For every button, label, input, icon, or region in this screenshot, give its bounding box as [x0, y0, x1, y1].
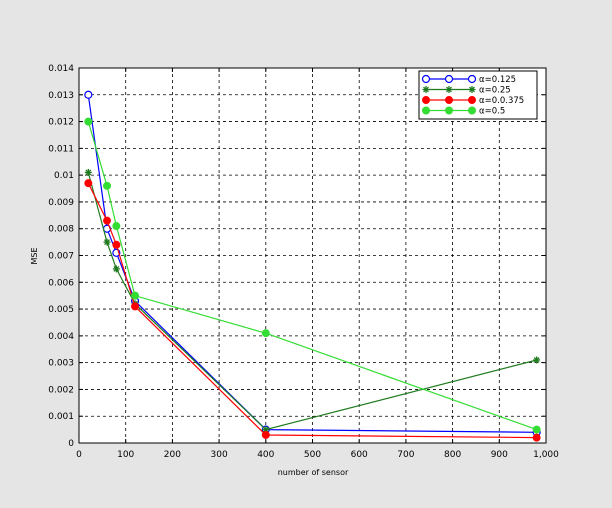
- legend-marker: [468, 106, 476, 115]
- series-4-point: [131, 291, 140, 300]
- x-tick-label: 500: [304, 450, 321, 460]
- y-tick-label: 0.003: [48, 359, 74, 369]
- y-tick-label: 0.014: [48, 64, 74, 74]
- y-tick-label: 0.002: [48, 385, 74, 395]
- legend-marker: [467, 74, 477, 84]
- x-tick-label: 200: [164, 450, 181, 460]
- legend-entry-2: α=0.25: [422, 86, 511, 96]
- y-tick-label: 0.007: [48, 252, 74, 262]
- series-3-line: [87, 182, 537, 439]
- legend-marker: [468, 86, 476, 93]
- legend-label: α=0.25: [479, 86, 511, 96]
- y-tick-label: 0.013: [48, 91, 74, 101]
- axes: 0 100 200 300 400 500 600 700 800 900 1,000 0 0.001 0…: [48, 64, 559, 460]
- x-tick-label: 1,000: [533, 450, 559, 460]
- series-2-point: [533, 356, 541, 364]
- grid: [79, 68, 546, 443]
- legend-marker: [422, 106, 430, 115]
- x-tick-label: 600: [351, 450, 368, 460]
- legend-label: α=0.5: [479, 107, 505, 117]
- y-tick-label: 0.01: [54, 171, 74, 181]
- series-4: [84, 117, 541, 434]
- series-4-point: [84, 117, 93, 126]
- series-2-point: [112, 265, 120, 273]
- series-4-line: [87, 121, 537, 431]
- series-1-point: [84, 90, 93, 99]
- y-tick-label: 0.004: [48, 332, 74, 342]
- series-2-point: [84, 168, 92, 176]
- series-4-point: [103, 181, 112, 190]
- series-3-point: [532, 433, 541, 442]
- y-tick-label: 0.005: [48, 305, 74, 315]
- series-3-point: [261, 430, 270, 439]
- legend-marker: [422, 86, 430, 93]
- legend-marker: [421, 74, 431, 84]
- y-tick-label: 0: [68, 439, 74, 449]
- legend-marker: [445, 96, 453, 104]
- legend-marker: [444, 74, 454, 84]
- legend-label: α=0.0.375: [479, 96, 524, 106]
- series-2-point: [103, 238, 111, 246]
- x-tick-label: 400: [257, 450, 274, 460]
- series-3-point: [84, 179, 93, 188]
- series-layer: [84, 90, 541, 442]
- legend-entry-4: α=0.5: [422, 106, 505, 117]
- x-tick-label: 900: [491, 450, 508, 460]
- x-tick-label: 800: [444, 450, 461, 460]
- y-tick-label: 0.011: [48, 144, 74, 154]
- legend-marker: [422, 96, 430, 104]
- series-4-point: [532, 425, 541, 434]
- series-3: [84, 179, 541, 442]
- x-tick-label: 100: [117, 450, 134, 460]
- series-2-line: [87, 172, 537, 431]
- legend-entry-1: α=0.125: [421, 74, 516, 85]
- legend-marker: [445, 106, 453, 115]
- y-tick-label: 0.008: [48, 225, 74, 235]
- legend-box: [418, 70, 538, 120]
- x-tick-label: 300: [211, 450, 228, 460]
- legend-label: α=0.125: [479, 75, 516, 85]
- series-4-point: [261, 329, 270, 338]
- y-tick-label: 0.006: [48, 278, 74, 288]
- x-tick-label: 700: [397, 450, 414, 460]
- x-axis-label: number of sensor: [278, 468, 349, 477]
- legend-marker: [468, 96, 476, 104]
- series-3-point: [112, 240, 121, 249]
- y-axis-label: MSE: [30, 247, 39, 264]
- y-tick-label: 0.001: [48, 412, 74, 422]
- legend-entry-3: α=0.0.375: [422, 96, 524, 106]
- series-3-point: [131, 302, 140, 311]
- x-tick-label: 0: [76, 450, 82, 460]
- legend-marker: [445, 86, 453, 93]
- y-tick-label: 0.012: [48, 118, 74, 128]
- y-tick-label: 0.009: [48, 198, 74, 208]
- series-4-point: [112, 222, 121, 231]
- series-3-point: [103, 216, 112, 225]
